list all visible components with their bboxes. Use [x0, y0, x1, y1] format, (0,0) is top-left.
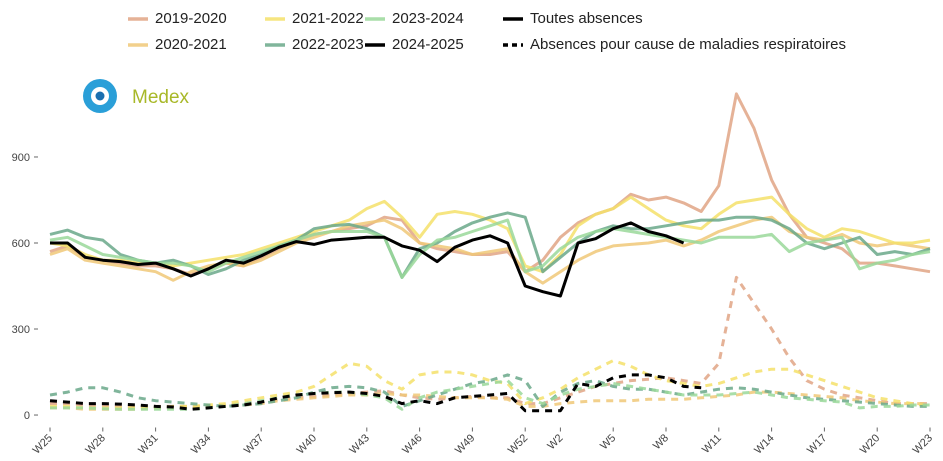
respiratory-line: [50, 275, 930, 408]
x-tick-label: W46: [400, 432, 424, 456]
x-tick-label: W43: [347, 432, 371, 456]
x-tick-label: W14: [752, 432, 776, 456]
legend-label: 2024-2025: [392, 36, 464, 53]
legend-label: Toutes absences: [530, 10, 643, 27]
legend-label: 2020-2021: [155, 36, 227, 53]
y-tick-label: 900: [12, 152, 30, 164]
x-tick-label: W8: [651, 432, 671, 452]
legend-label: 2019-2020: [155, 10, 227, 27]
x-tick-label: W34: [189, 432, 213, 456]
x-tick-label: W5: [598, 432, 618, 452]
total-line: [49, 195, 931, 274]
logo-icon-dot: [95, 91, 105, 101]
x-tick-label: W40: [295, 432, 319, 456]
total-line: [50, 221, 685, 298]
y-tick-label: 0: [24, 410, 30, 422]
x-tick-label: W37: [242, 432, 266, 456]
logo-text: Medex: [132, 87, 190, 108]
logo: Medex: [83, 79, 190, 113]
legend-label: 2022-2023: [292, 36, 364, 53]
y-tick-label: 600: [12, 238, 30, 250]
respiratory-line: [50, 359, 931, 410]
x-tick-label: W2: [545, 432, 565, 452]
x-tick-label: W11: [700, 432, 724, 456]
x-tick-label: W31: [136, 432, 160, 456]
x-tick-label: W23: [911, 432, 935, 456]
total-line: [49, 218, 931, 279]
x-tick-label: W49: [453, 432, 477, 456]
legend-label: 2023-2024: [392, 10, 464, 27]
respiratory-line: [49, 373, 702, 413]
x-tick-label: W25: [31, 432, 55, 456]
legend-label: 2021-2022: [292, 10, 364, 27]
y-tick-label: 300: [12, 324, 30, 336]
x-tick-label: W20: [858, 432, 882, 456]
legend-label: Absences pour cause de maladies respirat…: [530, 36, 846, 53]
x-tick-label: W28: [83, 432, 107, 456]
x-tick-label: W52: [506, 432, 530, 456]
respiratory-line: [49, 373, 930, 408]
x-tick-label: W17: [805, 432, 829, 456]
